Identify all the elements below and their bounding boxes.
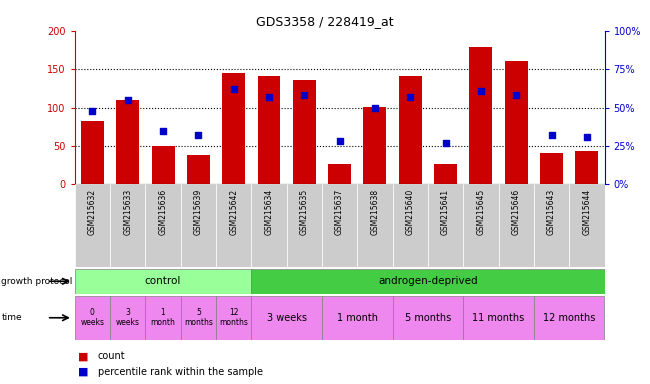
Point <box>229 86 239 92</box>
Bar <box>463 296 534 340</box>
Bar <box>569 184 604 267</box>
Bar <box>358 184 393 267</box>
Point <box>476 88 486 94</box>
Text: 5 months: 5 months <box>405 313 451 323</box>
Bar <box>505 61 528 184</box>
Bar <box>81 121 104 184</box>
Text: 0
weeks: 0 weeks <box>81 308 105 328</box>
Point <box>582 134 592 140</box>
Bar <box>187 155 210 184</box>
Bar <box>534 296 604 340</box>
Text: 12 months: 12 months <box>543 313 595 323</box>
Text: GSM215634: GSM215634 <box>265 189 274 235</box>
Point <box>511 92 521 98</box>
Text: growth protocol: growth protocol <box>1 277 73 286</box>
Bar <box>110 184 146 267</box>
Text: percentile rank within the sample: percentile rank within the sample <box>98 367 263 377</box>
Bar <box>146 184 181 267</box>
Text: GSM215646: GSM215646 <box>512 189 521 235</box>
Text: 1 month: 1 month <box>337 313 378 323</box>
Bar <box>222 73 245 184</box>
Point <box>546 132 556 138</box>
Bar <box>363 107 386 184</box>
Bar <box>75 184 110 267</box>
Bar <box>540 153 563 184</box>
Bar <box>469 47 492 184</box>
Text: GDS3358 / 228419_at: GDS3358 / 228419_at <box>256 15 394 28</box>
Bar <box>287 184 322 267</box>
Text: GSM215635: GSM215635 <box>300 189 309 235</box>
Bar <box>434 164 457 184</box>
Bar <box>252 184 287 267</box>
Bar <box>252 269 604 294</box>
Bar <box>216 184 252 267</box>
Point <box>370 104 380 111</box>
Bar <box>534 184 569 267</box>
Text: ■: ■ <box>78 367 88 377</box>
Text: GSM215644: GSM215644 <box>582 189 592 235</box>
Text: 11 months: 11 months <box>473 313 525 323</box>
Bar <box>75 296 110 340</box>
Bar <box>110 296 146 340</box>
Text: 5
months: 5 months <box>184 308 213 328</box>
Point <box>193 132 203 138</box>
Bar <box>328 164 351 184</box>
Bar <box>499 184 534 267</box>
Bar <box>428 184 463 267</box>
Text: 3 weeks: 3 weeks <box>266 313 307 323</box>
Bar <box>252 296 322 340</box>
Text: ■: ■ <box>78 351 88 361</box>
Text: GSM215645: GSM215645 <box>476 189 486 235</box>
Text: androgen-deprived: androgen-deprived <box>378 276 478 286</box>
Text: 1
month: 1 month <box>151 308 176 328</box>
Bar <box>322 184 358 267</box>
Bar <box>393 184 428 267</box>
Bar <box>257 76 280 184</box>
Bar <box>293 80 316 184</box>
Bar <box>181 184 216 267</box>
Bar <box>216 296 252 340</box>
Text: 12
months: 12 months <box>219 308 248 328</box>
Point <box>440 140 450 146</box>
Text: GSM215632: GSM215632 <box>88 189 97 235</box>
Point <box>158 127 168 134</box>
Text: time: time <box>1 313 22 322</box>
Point <box>122 97 133 103</box>
Bar <box>399 76 422 184</box>
Bar <box>116 100 139 184</box>
Text: GSM215633: GSM215633 <box>124 189 132 235</box>
Point <box>405 94 415 100</box>
Text: GSM215637: GSM215637 <box>335 189 344 235</box>
Bar <box>575 151 598 184</box>
Bar <box>146 296 181 340</box>
Text: GSM215638: GSM215638 <box>370 189 380 235</box>
Text: GSM215636: GSM215636 <box>159 189 168 235</box>
Text: GSM215641: GSM215641 <box>441 189 450 235</box>
Bar <box>322 296 393 340</box>
Point <box>264 94 274 100</box>
Point <box>334 138 345 144</box>
Bar <box>75 269 252 294</box>
Text: control: control <box>145 276 181 286</box>
Bar <box>181 296 216 340</box>
Bar <box>151 146 174 184</box>
Text: GSM215640: GSM215640 <box>406 189 415 235</box>
Point <box>87 108 98 114</box>
Text: GSM215643: GSM215643 <box>547 189 556 235</box>
Text: GSM215639: GSM215639 <box>194 189 203 235</box>
Text: count: count <box>98 351 125 361</box>
Point <box>299 92 309 98</box>
Text: GSM215642: GSM215642 <box>229 189 238 235</box>
Bar <box>393 296 463 340</box>
Text: 3
weeks: 3 weeks <box>116 308 140 328</box>
Bar <box>463 184 499 267</box>
